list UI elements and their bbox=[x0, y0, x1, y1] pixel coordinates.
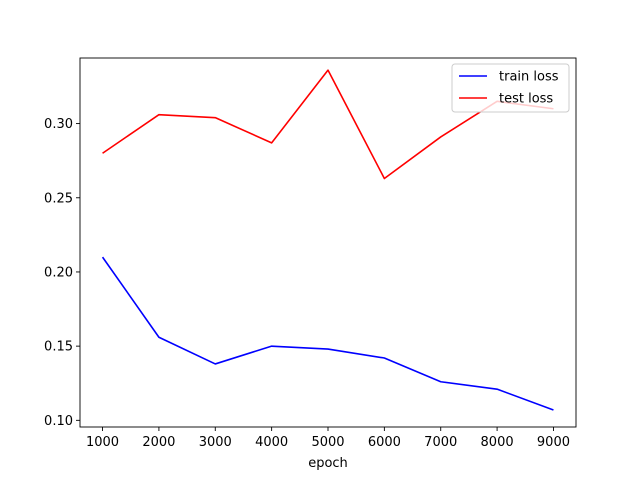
legend: train loss test loss bbox=[451, 63, 570, 113]
series-line-train-loss bbox=[101, 256, 554, 411]
x-tick-label: 9000 bbox=[537, 435, 570, 450]
x-tick-label: 1000 bbox=[86, 435, 119, 450]
x-tick-label: 3000 bbox=[199, 435, 232, 450]
x-tick-label: 5000 bbox=[311, 435, 344, 450]
x-tick-label: 2000 bbox=[142, 435, 175, 450]
x-tick-label: 8000 bbox=[481, 435, 514, 450]
x-tick-label: 6000 bbox=[368, 435, 401, 450]
y-tick-label: 0.30 bbox=[44, 117, 73, 132]
x-axis-label: epoch bbox=[308, 456, 348, 471]
axes-frame bbox=[79, 57, 577, 428]
legend-label-test-loss: test loss bbox=[499, 92, 553, 107]
axes: 1000 2000 3000 4000 5000 6000 7000 8000 9000 0.10… bbox=[44, 57, 577, 450]
plot-area bbox=[101, 69, 554, 411]
x-tick-label: 7000 bbox=[424, 435, 457, 450]
y-tick-label: 0.25 bbox=[44, 191, 73, 206]
y-tick-label: 0.10 bbox=[44, 414, 73, 429]
x-tick-label: 4000 bbox=[255, 435, 288, 450]
y-tick-label: 0.15 bbox=[44, 340, 73, 355]
legend-label-train-loss: train loss bbox=[499, 70, 559, 85]
series-line-test-loss bbox=[102, 69, 554, 180]
y-tick-label: 0.20 bbox=[44, 265, 73, 280]
